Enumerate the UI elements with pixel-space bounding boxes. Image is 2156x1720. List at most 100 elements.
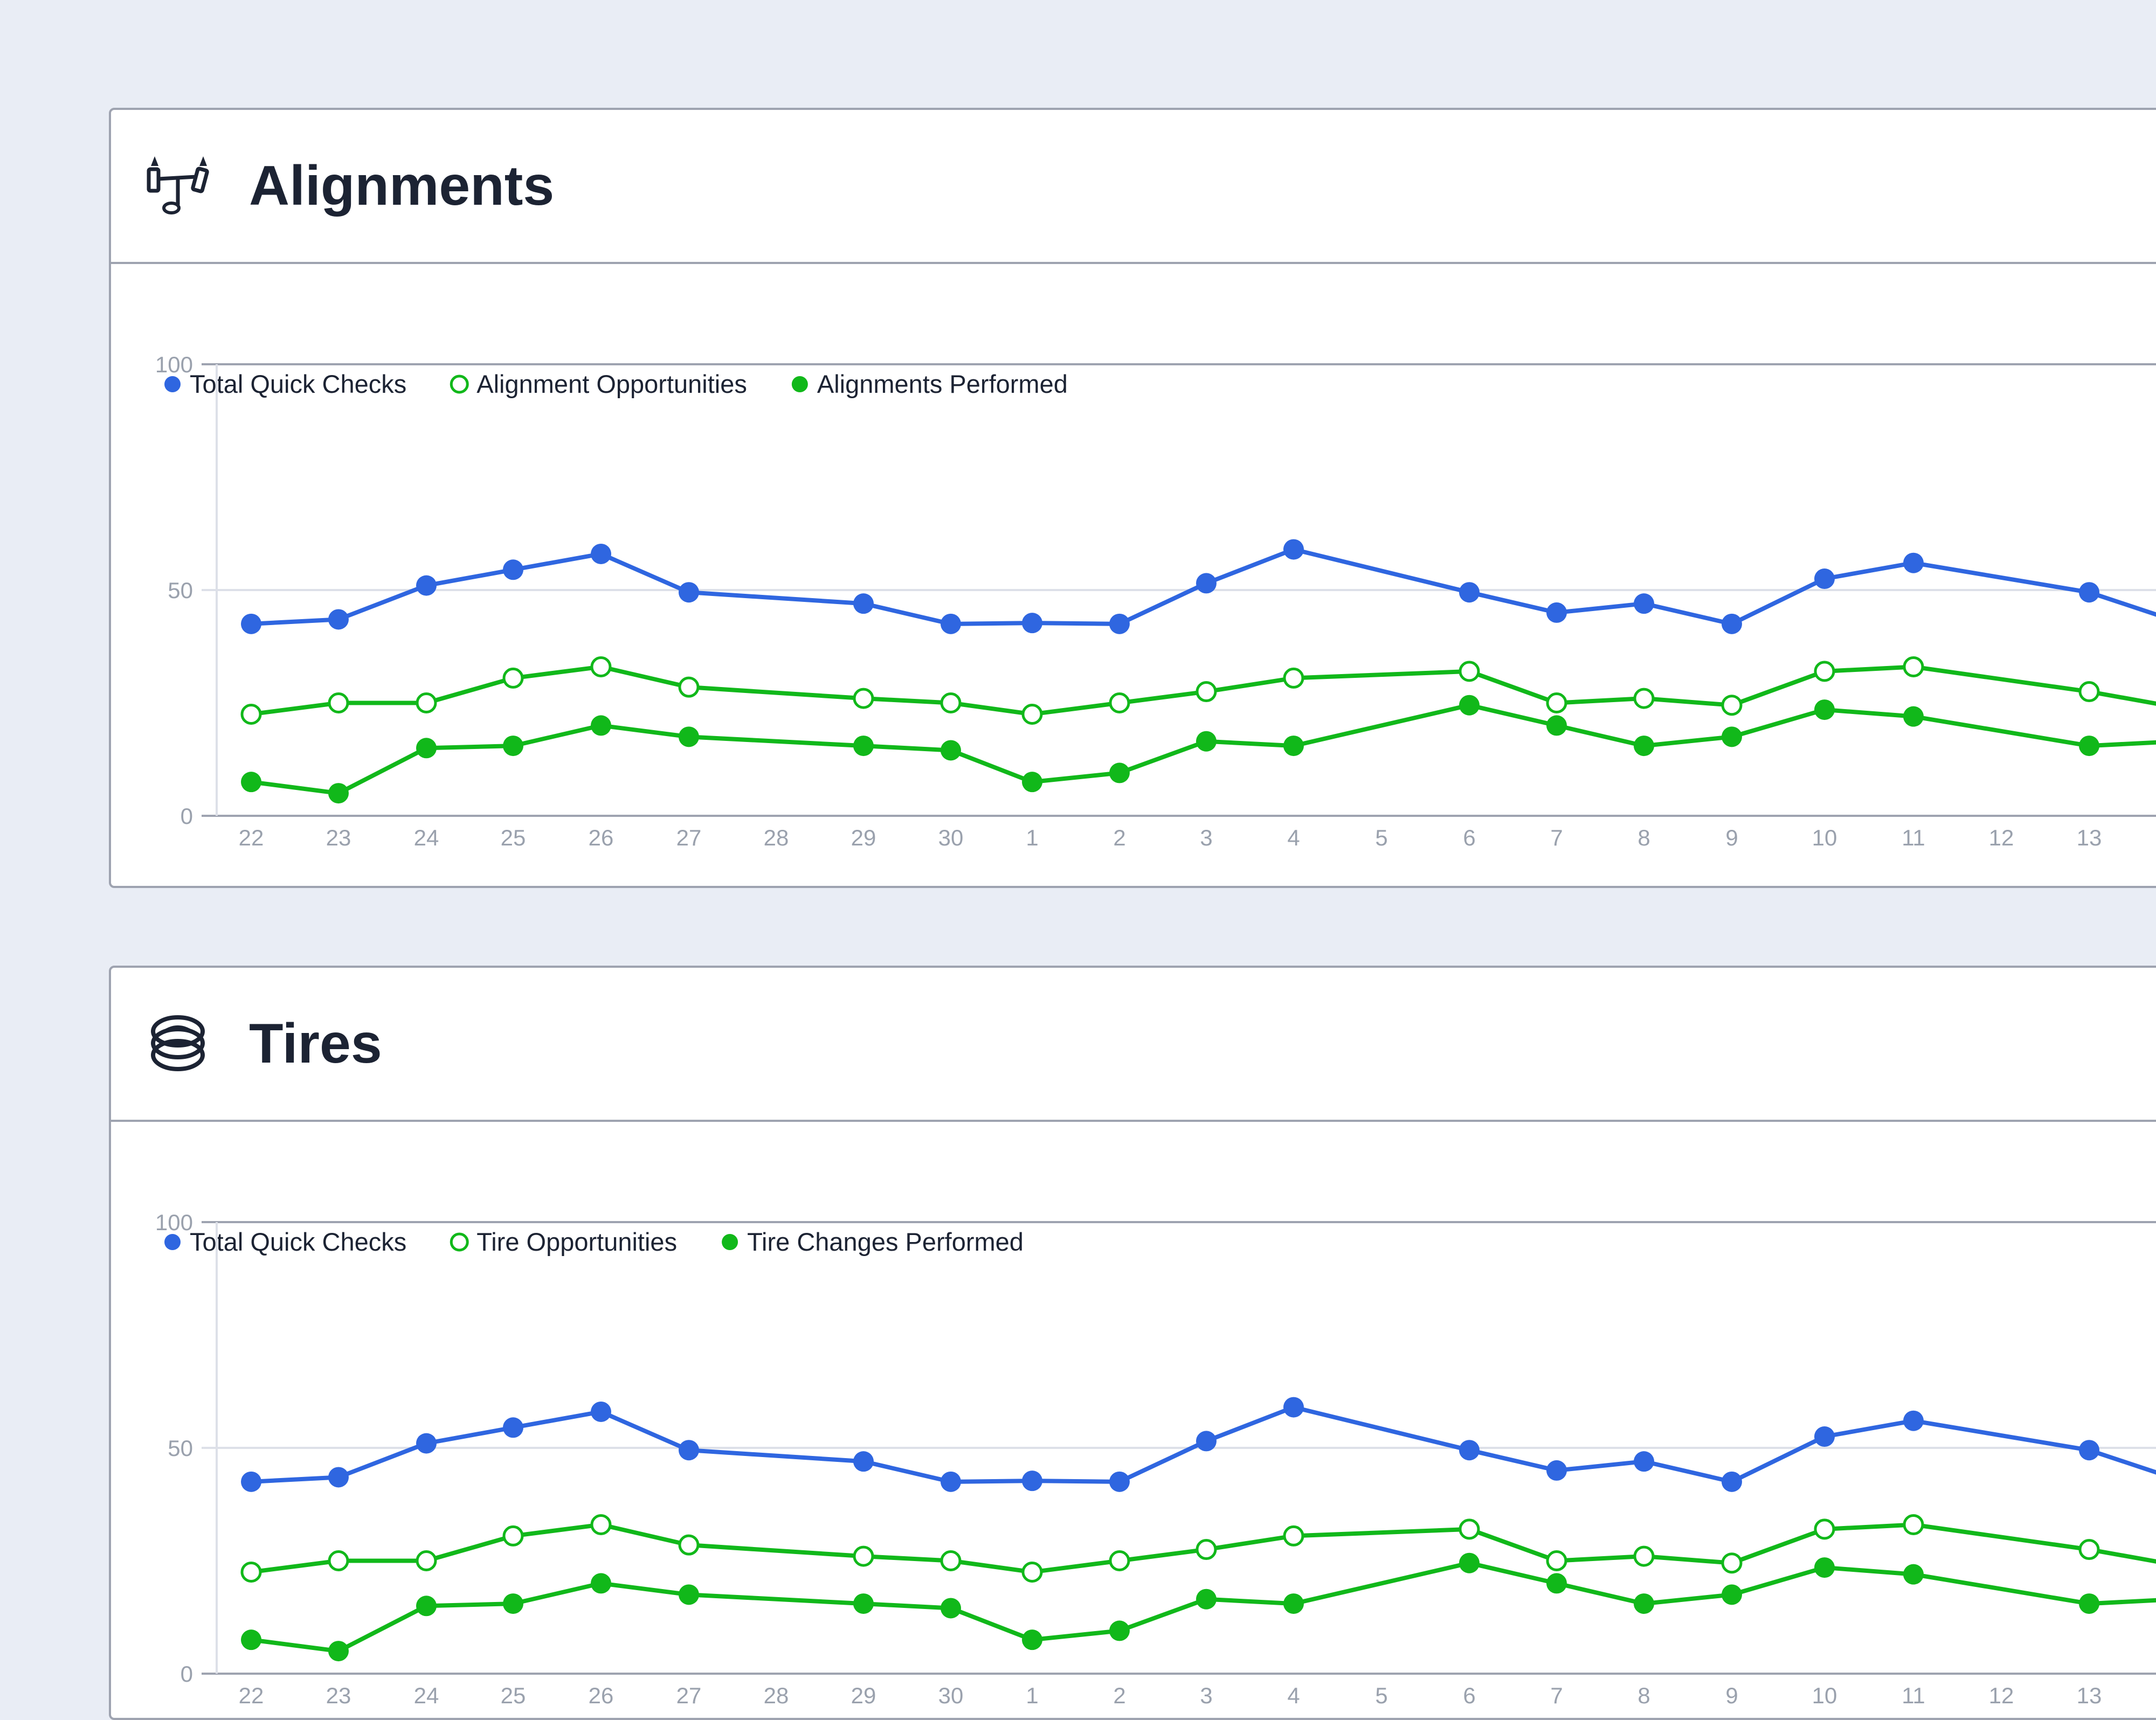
y-tick-label: 100	[155, 1210, 193, 1235]
data-point	[1546, 1460, 1567, 1481]
legend-marker	[450, 1232, 469, 1252]
x-tick-label: 24	[414, 825, 439, 850]
data-point	[1722, 1471, 1742, 1492]
data-point	[416, 738, 437, 759]
data-point	[853, 1451, 874, 1472]
data-point	[2079, 1593, 2099, 1614]
data-point	[1109, 692, 1130, 713]
x-tick-label: 8	[1637, 825, 1650, 850]
data-point	[941, 613, 961, 634]
y-tick-label: 0	[181, 1661, 193, 1687]
legend-item: Tire Changes Performed	[722, 1227, 1024, 1256]
data-point	[1546, 602, 1567, 623]
data-point	[1721, 1552, 1743, 1574]
data-point	[1546, 1550, 1567, 1571]
data-point	[1196, 731, 1217, 752]
data-point	[1109, 1550, 1130, 1571]
data-point	[328, 1550, 349, 1571]
y-tick-label: 100	[155, 352, 193, 377]
data-point	[241, 613, 261, 634]
data-point	[1633, 1545, 1655, 1567]
x-tick-label: 26	[589, 1683, 614, 1708]
legend-label: Alignments Performed	[817, 370, 1068, 398]
data-point	[1814, 1518, 1835, 1540]
legend-marker	[164, 1234, 181, 1250]
data-point	[1814, 661, 1835, 682]
data-point	[941, 740, 961, 761]
legend-label: Alignment Opportunities	[476, 370, 747, 398]
legend-label: Tire Changes Performed	[747, 1227, 1024, 1256]
x-tick-label: 1	[1026, 1683, 1038, 1708]
data-point	[853, 1545, 874, 1567]
panel-title: Tires	[249, 1012, 382, 1075]
data-point	[591, 715, 611, 736]
data-point	[1459, 1518, 1480, 1540]
legend-item: Total Quick Checks	[164, 1227, 406, 1256]
data-point	[678, 1534, 700, 1556]
data-point	[941, 1598, 961, 1619]
legend-marker	[722, 1234, 738, 1250]
data-point	[853, 1593, 874, 1614]
x-tick-label: 12	[1989, 1683, 2014, 1708]
data-point	[2079, 1440, 2099, 1461]
x-tick-label: 1	[1026, 825, 1038, 850]
data-point	[1283, 667, 1304, 689]
data-point	[503, 736, 523, 757]
data-point	[1546, 1573, 1567, 1594]
y-tick-label: 50	[168, 578, 193, 603]
data-point	[416, 1596, 437, 1617]
data-point	[1022, 1471, 1042, 1492]
x-tick-label: 30	[938, 1683, 964, 1708]
data-point	[940, 1550, 962, 1571]
data-point	[1721, 695, 1743, 716]
panel-title: Alignments	[249, 155, 555, 217]
data-point	[1283, 1525, 1304, 1546]
data-point	[590, 1514, 612, 1535]
panel-header: Tires	[111, 968, 2156, 1122]
data-point	[1903, 1410, 1924, 1431]
x-tick-label: 22	[239, 1683, 264, 1708]
data-point	[1196, 681, 1217, 703]
data-point	[1634, 593, 1654, 614]
data-point	[941, 1471, 961, 1492]
legend-item: Tire Opportunities	[450, 1227, 677, 1256]
data-point	[1196, 1431, 1217, 1452]
data-point	[328, 609, 349, 630]
alignments-chart: Total Quick Checks Alignment Opportunitie…	[155, 352, 2156, 850]
data-point	[1283, 1397, 1304, 1418]
series-line	[251, 664, 2156, 717]
data-point	[1022, 613, 1042, 634]
series-line	[251, 703, 2156, 796]
x-tick-label: 12	[1989, 825, 2014, 850]
x-tick-label: 4	[1287, 1683, 1300, 1708]
x-tick-label: 9	[1725, 825, 1738, 850]
data-point	[679, 1440, 699, 1461]
data-point	[1021, 1561, 1043, 1583]
panel-header: Alignments	[111, 110, 2156, 264]
data-point	[1903, 1514, 1924, 1535]
alignment-icon	[147, 153, 211, 218]
data-point	[591, 1573, 611, 1594]
data-point	[1459, 1552, 1480, 1573]
x-tick-label: 7	[1550, 825, 1563, 850]
x-tick-label: 6	[1463, 825, 1475, 850]
data-point	[679, 726, 699, 747]
legend-item: Total Quick Checks	[164, 370, 406, 398]
data-point	[503, 1417, 523, 1438]
tires-panel: Tires Total Quick Checks Tire Opportuniti…	[109, 966, 2156, 1720]
data-point	[503, 559, 523, 580]
data-point	[328, 1641, 349, 1662]
data-point	[1459, 582, 1480, 603]
legend-label: Tire Opportunities	[476, 1227, 677, 1256]
data-point	[1903, 1564, 1924, 1585]
x-tick-label: 5	[1375, 1683, 1387, 1708]
data-point	[2078, 681, 2100, 703]
x-tick-label: 27	[676, 825, 702, 850]
x-tick-label: 28	[764, 825, 789, 850]
data-point	[1546, 715, 1567, 736]
data-point	[241, 772, 261, 793]
y-tick-label: 50	[168, 1435, 193, 1461]
legend-item: Alignments Performed	[791, 370, 1068, 398]
data-point	[502, 667, 524, 689]
x-tick-label: 25	[501, 825, 526, 850]
